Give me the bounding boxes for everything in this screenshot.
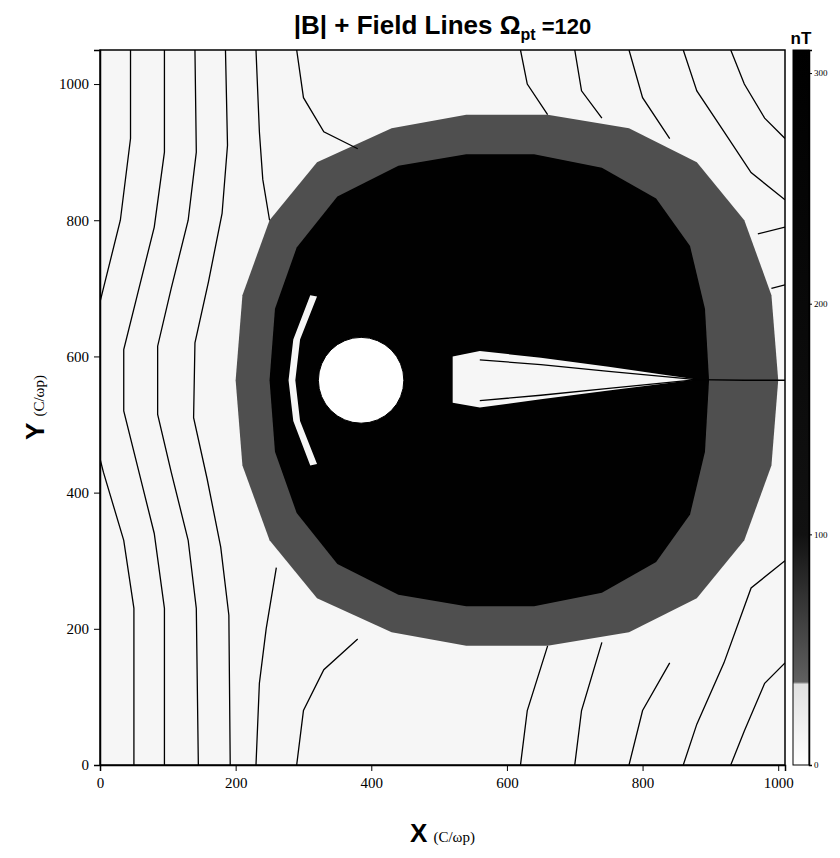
field-line [683, 561, 785, 765]
tick-label: 400 [67, 485, 90, 501]
y-axis-title-main: Y [20, 423, 50, 440]
tick-mark [94, 493, 100, 494]
tick: 200 [67, 621, 101, 637]
tick-label: 600 [496, 775, 518, 791]
tick: 400 [361, 765, 384, 791]
tick: 100 [809, 530, 828, 540]
obstacle [318, 337, 403, 423]
tick-label: 200 [225, 775, 248, 791]
field-line [629, 50, 670, 139]
title-main: |B| + Field Lines Ω [294, 10, 521, 40]
x-axis-title: X (C/ωp) [410, 818, 475, 848]
y-axis: 0 200 400 600 800 1000 [59, 51, 101, 774]
title-subscript: pt [521, 26, 537, 43]
tick-label: 1000 [59, 76, 89, 92]
x-axis: 0 200 400 600 800 1000 [97, 765, 794, 791]
tick-mark [643, 765, 644, 771]
field-line [158, 50, 199, 765]
plot-area [100, 50, 785, 765]
background-level [100, 50, 785, 765]
tick: 0 [809, 760, 819, 770]
field-line [575, 642, 602, 765]
field-line [297, 639, 358, 765]
tick: 300 [809, 68, 828, 78]
tick: 600 [67, 349, 101, 365]
field-line [256, 50, 270, 220]
tick-mark [94, 84, 100, 85]
field-line [758, 227, 785, 234]
field-region [289, 295, 317, 465]
tick-mark [94, 629, 100, 630]
tick: 600 [496, 765, 518, 791]
x-axis-title-main: X [410, 818, 428, 848]
tick: 400 [67, 485, 101, 501]
tick-mark [809, 534, 812, 535]
field-line [256, 568, 276, 765]
chart-svg: 0200400600800100002004006008001000X(C/ωp… [0, 0, 840, 858]
axis-line [810, 51, 813, 766]
tick-label: 100 [814, 530, 828, 540]
field-line [771, 285, 785, 288]
field-line [731, 50, 785, 139]
tick-mark [809, 765, 812, 766]
field-region [236, 115, 779, 646]
tick-mark [236, 765, 237, 771]
tick-label: 200 [67, 621, 90, 637]
tick: 200 [225, 765, 248, 791]
field-line [575, 50, 602, 118]
field-line [100, 50, 134, 765]
tick-mark [778, 765, 779, 771]
field-line [520, 50, 547, 115]
colorbar-label: nT [791, 29, 812, 48]
tick: 0 [82, 757, 101, 773]
tick: 800 [632, 765, 655, 791]
tick-label: 0 [814, 760, 819, 770]
colorbar [793, 50, 809, 765]
tick-label: 200 [814, 299, 828, 309]
tick-mark [507, 765, 508, 771]
title-suffix: =120 [536, 14, 592, 39]
tick-mark [94, 220, 100, 221]
tick-label: 800 [67, 213, 90, 229]
tick-mark [94, 356, 100, 357]
y-axis-title-unit: (C/ωp) [31, 375, 48, 417]
tick-label: 400 [361, 775, 384, 791]
field-line [194, 50, 231, 765]
tick-mark [809, 304, 812, 305]
field-line [520, 646, 547, 765]
field-region [270, 154, 709, 606]
field-line [683, 50, 785, 200]
tick-label: 300 [814, 68, 828, 78]
tick-mark [94, 765, 100, 766]
tick-mark [809, 73, 812, 74]
tick-label: 1000 [764, 775, 794, 791]
field-line [731, 663, 785, 765]
y-axis-title: Y (C/ωp) [20, 375, 50, 440]
field-line [297, 50, 358, 149]
tick-label: 0 [82, 757, 90, 773]
tick: 800 [67, 213, 101, 229]
field-line [697, 379, 785, 381]
tick: 1000 [764, 765, 794, 791]
tick: 0 [97, 765, 105, 791]
tick-mark [371, 765, 372, 771]
tick-label: 600 [67, 349, 90, 365]
plot-frame [100, 50, 785, 765]
tick: 1000 [59, 76, 100, 92]
axis-line [101, 766, 786, 772]
tick: 200 [809, 299, 828, 309]
title: |B| + Field Lines Ωpt =120 [294, 10, 592, 43]
field-line [124, 50, 165, 765]
colorbar-axis: 0 100 200 300 [809, 51, 828, 771]
field-line [480, 360, 697, 401]
axis-line [94, 51, 101, 766]
tick-label: 800 [632, 775, 655, 791]
field-region [453, 351, 697, 408]
tick-label: 0 [97, 775, 105, 791]
field-line [629, 663, 670, 765]
x-axis-title-unit: (C/ωp) [433, 829, 475, 846]
